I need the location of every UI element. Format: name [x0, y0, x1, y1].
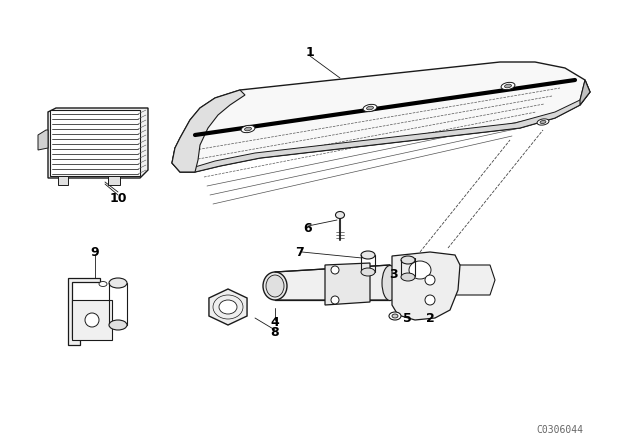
- Ellipse shape: [401, 273, 415, 281]
- Polygon shape: [172, 62, 590, 172]
- Text: 2: 2: [426, 311, 435, 324]
- Ellipse shape: [501, 82, 515, 90]
- Ellipse shape: [363, 104, 377, 112]
- Polygon shape: [580, 80, 590, 105]
- Text: 8: 8: [271, 326, 279, 339]
- Ellipse shape: [540, 121, 546, 124]
- Polygon shape: [68, 278, 100, 345]
- Polygon shape: [209, 289, 247, 325]
- Polygon shape: [325, 263, 370, 305]
- Ellipse shape: [392, 314, 398, 318]
- Ellipse shape: [504, 84, 511, 88]
- Polygon shape: [38, 130, 48, 150]
- Text: 4: 4: [271, 315, 280, 328]
- Polygon shape: [58, 176, 68, 185]
- Ellipse shape: [266, 275, 284, 297]
- Ellipse shape: [331, 296, 339, 304]
- Ellipse shape: [219, 300, 237, 314]
- Ellipse shape: [409, 261, 431, 279]
- Ellipse shape: [537, 119, 549, 125]
- Ellipse shape: [109, 278, 127, 288]
- Ellipse shape: [382, 266, 398, 301]
- Ellipse shape: [361, 251, 375, 259]
- Ellipse shape: [425, 295, 435, 305]
- Ellipse shape: [331, 266, 339, 274]
- Ellipse shape: [241, 125, 255, 133]
- Ellipse shape: [99, 281, 107, 287]
- Text: 9: 9: [91, 246, 99, 258]
- Ellipse shape: [244, 127, 252, 131]
- Polygon shape: [108, 176, 120, 185]
- Ellipse shape: [335, 211, 344, 219]
- Ellipse shape: [389, 312, 401, 320]
- Ellipse shape: [425, 275, 435, 285]
- Polygon shape: [72, 300, 112, 340]
- Ellipse shape: [361, 268, 375, 276]
- Ellipse shape: [367, 106, 374, 110]
- Text: C0306044: C0306044: [536, 425, 584, 435]
- Text: 6: 6: [304, 221, 312, 234]
- Bar: [50, 110, 140, 176]
- Ellipse shape: [85, 313, 99, 327]
- Ellipse shape: [109, 320, 127, 330]
- Ellipse shape: [401, 256, 415, 264]
- Polygon shape: [275, 265, 390, 300]
- Polygon shape: [450, 265, 495, 295]
- Text: 10: 10: [109, 191, 127, 204]
- Polygon shape: [172, 80, 590, 172]
- Polygon shape: [172, 90, 245, 172]
- Text: 7: 7: [296, 246, 305, 258]
- Text: 1: 1: [306, 46, 314, 59]
- Ellipse shape: [263, 272, 287, 300]
- Text: 5: 5: [403, 311, 412, 324]
- Polygon shape: [392, 252, 460, 320]
- Text: 3: 3: [388, 267, 397, 280]
- Polygon shape: [48, 108, 148, 178]
